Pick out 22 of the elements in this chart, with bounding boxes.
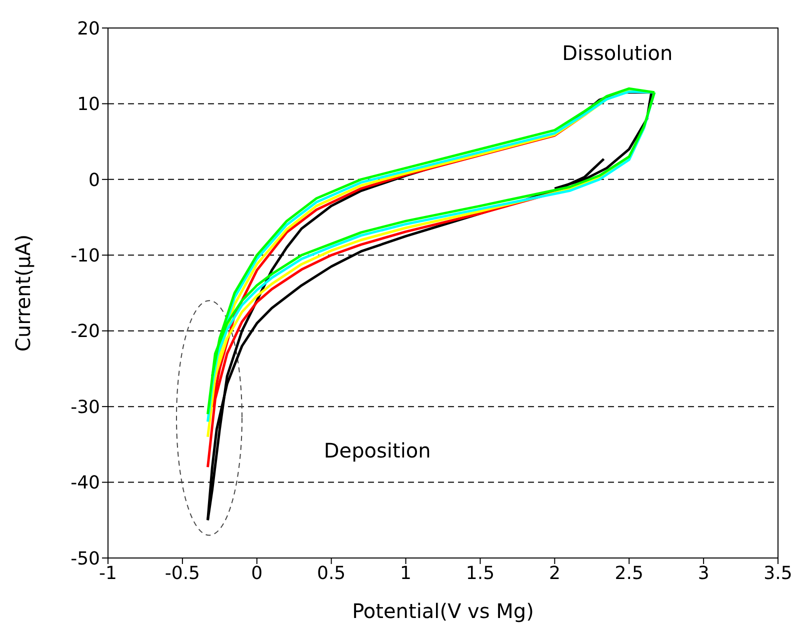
y-tick-label: 20	[77, 18, 100, 40]
y-tick-label: 0	[88, 170, 100, 191]
x-tick-label: -0.5	[164, 562, 200, 584]
x-axis-title: Potential(V vs Mg)	[352, 599, 534, 623]
y-tick-label: -10	[70, 246, 100, 267]
x-tick-label: 2.5	[614, 562, 644, 584]
y-axis-title: Current(μA)	[11, 234, 36, 352]
x-tick-label: -1	[99, 562, 117, 584]
x-tick-label: 1.5	[466, 562, 495, 584]
y-tick-label: -30	[70, 396, 100, 418]
y-tick-label: -50	[70, 548, 100, 570]
x-tick-label: 0	[251, 562, 263, 584]
x-tick-label: 3	[698, 562, 710, 584]
x-tick-label: 3.5	[764, 562, 792, 584]
x-tick-label: 0.5	[317, 562, 346, 584]
y-tick-label: -40	[70, 472, 100, 494]
y-tick-label: -20	[70, 321, 100, 342]
y-tick-label: 10	[77, 94, 100, 116]
x-tick-label: 1	[400, 562, 412, 584]
annotation: Dissolution	[562, 40, 673, 65]
x-tick-label: 2	[548, 562, 560, 584]
annotation: Deposition	[324, 438, 431, 462]
